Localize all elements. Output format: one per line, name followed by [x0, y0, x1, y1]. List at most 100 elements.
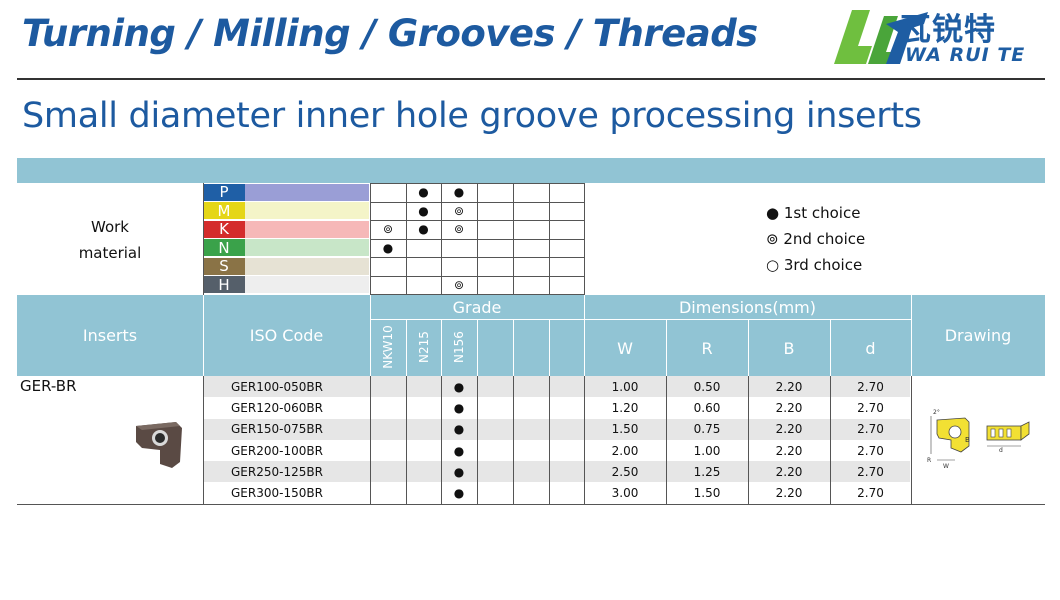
grade-mark-cell — [477, 483, 513, 504]
grade-header: Grade — [452, 298, 502, 317]
table-top-strip — [17, 158, 1045, 183]
material-mark — [406, 257, 441, 276]
logo-chinese-text: 瓦锐特 — [900, 12, 996, 48]
grade-mark-cell — [513, 419, 549, 440]
iso-code-cell: GER150-075BR — [231, 422, 323, 437]
grade-mark-cell — [370, 440, 406, 461]
material-mark — [513, 220, 549, 239]
grade-mark-cell — [549, 440, 584, 461]
material-mark: ● — [382, 240, 394, 255]
dimension-cell-w: 3.00 — [611, 486, 639, 501]
iso-code-header: ISO Code — [249, 326, 324, 345]
legend-first-choice: ● 1st choice — [766, 204, 861, 222]
material-mark — [477, 257, 513, 276]
grade-mark-cell: ● — [453, 400, 465, 415]
dimension-cell-w: 1.50 — [611, 422, 639, 437]
material-bar-n — [245, 239, 369, 256]
dimension-column-header: d — [865, 338, 876, 358]
material-mark — [477, 183, 513, 202]
material-mark — [441, 239, 477, 258]
svg-text:2°: 2° — [933, 409, 940, 416]
insert-image — [130, 418, 186, 474]
material-code-k: K — [203, 220, 245, 238]
grade-mark-cell — [370, 397, 406, 418]
legend-second-choice: ⊚ 2nd choice — [766, 230, 866, 248]
grade-mark-cell — [477, 440, 513, 461]
iso-code-cell: GER200-100BR — [231, 443, 323, 458]
grade-mark-cell — [513, 461, 549, 482]
logo-english-text: WA RUI TE — [905, 44, 1026, 66]
svg-text:W: W — [943, 463, 949, 470]
grade-mark-cell — [370, 461, 406, 482]
material-mark — [441, 257, 477, 276]
dimension-cell-b: 2.20 — [775, 464, 803, 479]
iso-code-cell: GER250-125BR — [231, 464, 323, 479]
material-mark: ● — [418, 185, 429, 200]
insert-drawing-icon: 2° B R W d — [927, 409, 1030, 470]
material-mark — [549, 183, 584, 202]
material-code-h: H — [203, 276, 245, 294]
material-mark — [513, 183, 549, 202]
material-code-p: P — [203, 183, 245, 201]
svg-text:d: d — [999, 447, 1003, 454]
header-divider — [17, 78, 1045, 80]
material-mark: ⊚ — [453, 277, 465, 292]
svg-text:B: B — [965, 436, 970, 444]
grade-mark-cell — [549, 483, 584, 504]
dimension-cell-r: 0.50 — [693, 379, 721, 394]
dimension-column-header: B — [783, 338, 795, 358]
inserts-header: Inserts — [82, 326, 138, 345]
grade-column-header: N215 — [416, 331, 431, 363]
grade-mark-cell — [549, 419, 584, 440]
material-mark — [477, 202, 513, 221]
table-row — [203, 461, 910, 483]
grade-mark-cell — [406, 397, 441, 418]
grade-mark-cell — [549, 397, 584, 418]
dimension-cell-r: 1.00 — [693, 443, 721, 458]
logo-mark-icon — [834, 10, 928, 64]
table-row — [203, 376, 910, 398]
grade-mark-cell — [549, 461, 584, 482]
material-mark — [370, 276, 406, 295]
dimension-cell-w: 2.50 — [611, 464, 639, 479]
material-mark — [549, 220, 584, 239]
dimension-cell-d: 2.70 — [857, 443, 884, 458]
material-mark — [477, 220, 513, 239]
material-mark: ⊚ — [453, 222, 465, 237]
grade-mark-cell: ● — [453, 379, 465, 394]
material-mark — [549, 202, 584, 221]
material-mark — [477, 239, 513, 258]
grade-mark-cell — [406, 419, 441, 440]
dimension-column-header: R — [701, 338, 713, 358]
iso-code-cell: GER120-060BR — [231, 400, 323, 415]
grade-mark-cell — [406, 461, 441, 482]
dimension-cell-w: 1.00 — [611, 379, 639, 394]
material-mark — [477, 276, 513, 295]
material-mark — [513, 257, 549, 276]
dimension-cell-r: 0.60 — [693, 400, 721, 415]
material-mark — [406, 276, 441, 295]
table-row — [203, 418, 910, 440]
insert-name: GER-BR — [20, 377, 77, 395]
dimension-cell-b: 2.20 — [775, 400, 803, 415]
grade-column-header: NKW10 — [381, 325, 395, 369]
grade-mark-cell — [513, 376, 549, 397]
material-mark: ● — [453, 185, 465, 200]
grade-mark-cell: ● — [453, 443, 465, 458]
dimension-column-header: W — [617, 338, 633, 358]
material-code-n: N — [203, 239, 245, 257]
material-mark — [406, 239, 441, 258]
material-mark — [549, 239, 584, 258]
work-material-label: Work material — [60, 214, 160, 266]
material-mark — [513, 202, 549, 221]
grade-mark-cell — [477, 461, 513, 482]
dimension-cell-w: 1.20 — [611, 400, 639, 415]
dimension-cell-r: 0.75 — [693, 422, 721, 437]
material-bar-m — [245, 202, 369, 219]
dimension-cell-d: 2.70 — [857, 464, 884, 479]
grade-mark-cell: ● — [453, 464, 465, 479]
material-mark: ⊚ — [453, 203, 465, 218]
table-row — [203, 397, 910, 419]
dimensions-header: Dimensions(mm) — [678, 298, 817, 317]
dimension-cell-r: 1.25 — [693, 464, 721, 479]
